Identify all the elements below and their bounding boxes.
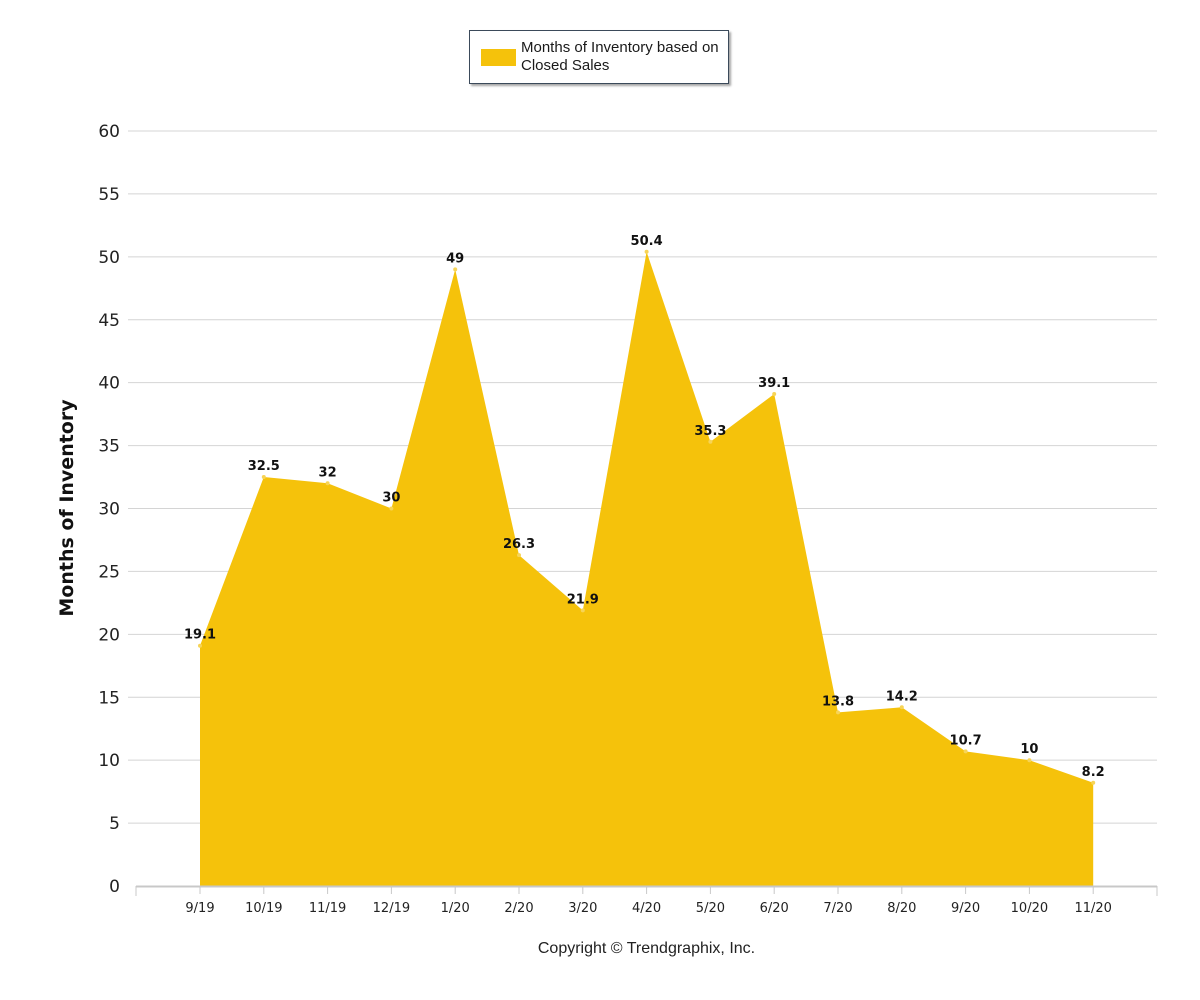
x-axis-ticks: 9/19 10/19 11/19 12/19 1/20 2/20 3/20 4/20 5/20 6… bbox=[185, 901, 1112, 916]
y-tick-label: 0 bbox=[109, 877, 120, 897]
x-tick-label: 9/20 bbox=[951, 901, 980, 916]
x-tick-label: 2/20 bbox=[504, 901, 533, 916]
legend-label: Months of Inventory based on Closed Sale… bbox=[521, 39, 719, 74]
y-tick-label: 40 bbox=[98, 374, 120, 394]
data-label: 32 bbox=[319, 465, 337, 480]
legend: Months of Inventory based on Closed Sale… bbox=[469, 30, 729, 84]
data-point bbox=[708, 439, 713, 444]
data-label: 19.1 bbox=[184, 628, 216, 643]
data-point bbox=[453, 267, 458, 272]
data-labels: 19.1 32.5 32 30 49 26.3 21.9 50.4 35.3 39.1 13.8 14… bbox=[184, 234, 1105, 780]
data-point bbox=[261, 475, 266, 479]
data-label: 26.3 bbox=[503, 537, 535, 552]
y-tick-label: 30 bbox=[98, 500, 120, 520]
y-tick-label: 35 bbox=[98, 437, 120, 457]
y-tick-label: 5 bbox=[109, 814, 120, 834]
x-tick-label: 11/20 bbox=[1074, 901, 1111, 916]
x-tick-label: 1/20 bbox=[441, 901, 470, 916]
data-label: 30 bbox=[382, 491, 400, 506]
y-axis-ticks: 0 5 10 15 20 25 30 35 40 45 50 55 60 bbox=[98, 122, 120, 897]
data-point bbox=[1091, 780, 1096, 785]
data-label: 13.8 bbox=[822, 694, 854, 709]
data-label: 21.9 bbox=[567, 592, 599, 607]
copyright-text: Copyright © Trendgraphix, Inc. bbox=[537, 940, 756, 957]
data-label: 39.1 bbox=[758, 376, 790, 391]
data-point bbox=[644, 249, 649, 254]
x-tick-label: 7/20 bbox=[823, 901, 852, 916]
data-point bbox=[1027, 758, 1032, 763]
x-tick-label: 10/20 bbox=[1011, 901, 1048, 916]
y-tick-label: 20 bbox=[98, 625, 120, 645]
data-point bbox=[772, 392, 777, 396]
x-tick-label: 11/19 bbox=[309, 901, 346, 916]
y-tick-label: 60 bbox=[98, 122, 120, 142]
data-label: 8.2 bbox=[1082, 765, 1105, 780]
x-tick-label: 12/19 bbox=[373, 901, 410, 916]
x-tick-label: 10/19 bbox=[245, 901, 282, 916]
y-tick-label: 25 bbox=[98, 562, 120, 582]
x-tick-label: 8/20 bbox=[887, 901, 916, 916]
data-label: 14.2 bbox=[886, 689, 918, 704]
data-point bbox=[580, 608, 585, 613]
y-tick-label: 10 bbox=[98, 751, 120, 771]
data-label: 50.4 bbox=[631, 234, 663, 249]
area-fill bbox=[200, 251, 1094, 887]
data-point bbox=[517, 553, 521, 558]
data-point bbox=[325, 481, 330, 486]
legend-swatch bbox=[481, 49, 516, 66]
data-point bbox=[899, 705, 904, 710]
data-label: 10 bbox=[1020, 742, 1038, 757]
data-label: 10.7 bbox=[950, 733, 982, 748]
y-axis-title: Months of Inventory bbox=[56, 399, 78, 617]
data-label: 49 bbox=[446, 251, 464, 266]
x-tick-label: 5/20 bbox=[696, 901, 725, 916]
x-tick-label: 9/19 bbox=[185, 901, 214, 916]
y-tick-label: 55 bbox=[98, 185, 120, 205]
area-series bbox=[198, 249, 1096, 887]
x-tick-label: 3/20 bbox=[568, 901, 597, 916]
x-axis bbox=[135, 885, 1158, 896]
data-point bbox=[963, 749, 968, 754]
x-tick-label: 4/20 bbox=[632, 901, 661, 916]
x-tick-label: 6/20 bbox=[760, 901, 789, 916]
data-label: 35.3 bbox=[694, 424, 726, 439]
y-tick-label: 50 bbox=[98, 248, 120, 268]
y-tick-label: 45 bbox=[98, 311, 120, 331]
data-label: 32.5 bbox=[248, 459, 280, 474]
data-point bbox=[198, 643, 202, 648]
data-point bbox=[836, 710, 840, 715]
data-point bbox=[389, 506, 394, 511]
y-tick-label: 15 bbox=[98, 688, 120, 708]
